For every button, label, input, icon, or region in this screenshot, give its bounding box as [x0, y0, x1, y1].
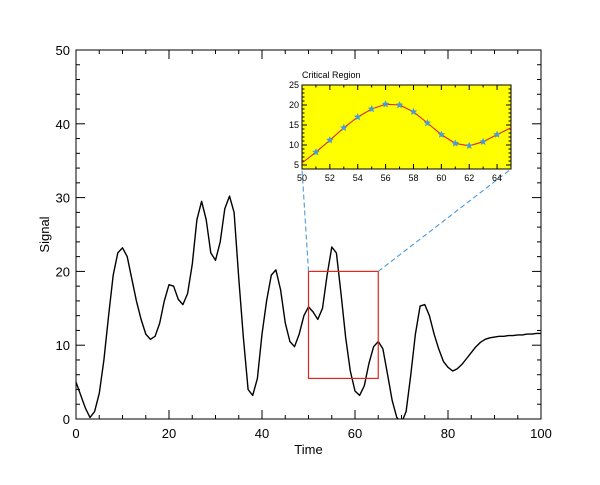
- zoom-connectors: [301, 168, 512, 272]
- zoom-connector-right: [377, 168, 512, 272]
- inset-data-point: [395, 100, 404, 109]
- inset-data-point: [339, 123, 348, 132]
- y-tick-label: 20: [56, 264, 70, 279]
- inset-x-tick-label: 58: [408, 173, 418, 183]
- y-tick-label: 40: [56, 117, 70, 132]
- inset-data-point: [423, 118, 432, 127]
- x-tick-label: 100: [530, 426, 552, 441]
- y-tick-label: 0: [63, 412, 70, 427]
- x-axis-label: Time: [294, 442, 322, 457]
- inset-data-point: [353, 112, 362, 121]
- x-tick-label: 20: [162, 426, 176, 441]
- inset-data-point: [325, 136, 334, 144]
- inset-data-point: [465, 141, 474, 150]
- y-tick-label: 30: [56, 191, 70, 206]
- x-tick-label: 80: [441, 426, 455, 441]
- inset-frame: [301, 84, 512, 170]
- x-tick-label: 60: [348, 426, 362, 441]
- inset-data-point: [381, 100, 390, 108]
- inset-data-point: [409, 107, 418, 116]
- inset-y-tick-label: 10: [289, 140, 299, 150]
- inset-x-tick-label: 56: [381, 173, 391, 183]
- x-tick-label: 0: [72, 426, 79, 441]
- zoom-connector-left: [301, 168, 310, 272]
- x-tick-label: 40: [255, 426, 269, 441]
- signal-line: [76, 195, 541, 419]
- inset-x-tick-label: 50: [297, 173, 307, 183]
- inset-data-point: [493, 130, 502, 138]
- inset-data-point: [451, 139, 460, 147]
- inset-y-tick-label: 20: [289, 100, 299, 110]
- inset-data-point: [311, 148, 320, 156]
- zoom-box: [307, 270, 379, 380]
- inset-x-tick-label: 52: [325, 173, 335, 183]
- y-tick-label: 10: [56, 338, 70, 353]
- y-tick-label: 50: [56, 43, 70, 58]
- inset-y-tick-label: 25: [289, 80, 299, 90]
- inset-x-tick-label: 60: [436, 173, 446, 183]
- inset-data-point: [479, 137, 488, 146]
- inset-signal-line: [301, 103, 512, 164]
- inset-data-point: [437, 130, 446, 138]
- main-plot: 0 20 40 60 80 100 0 10 20 30 40 50 Time Signal: [37, 43, 552, 457]
- inset-x-tick-label: 64: [492, 173, 502, 183]
- inset-y-tick-label: 5: [294, 160, 299, 170]
- inset-y-tick-label: 15: [289, 120, 299, 130]
- y-axis-label: Signal: [37, 216, 52, 252]
- inset-title: Critical Region: [302, 70, 361, 80]
- inset-data-point: [367, 104, 376, 113]
- inset-x-tick-label: 54: [353, 173, 363, 183]
- inset-x-tick-label: 62: [464, 173, 474, 183]
